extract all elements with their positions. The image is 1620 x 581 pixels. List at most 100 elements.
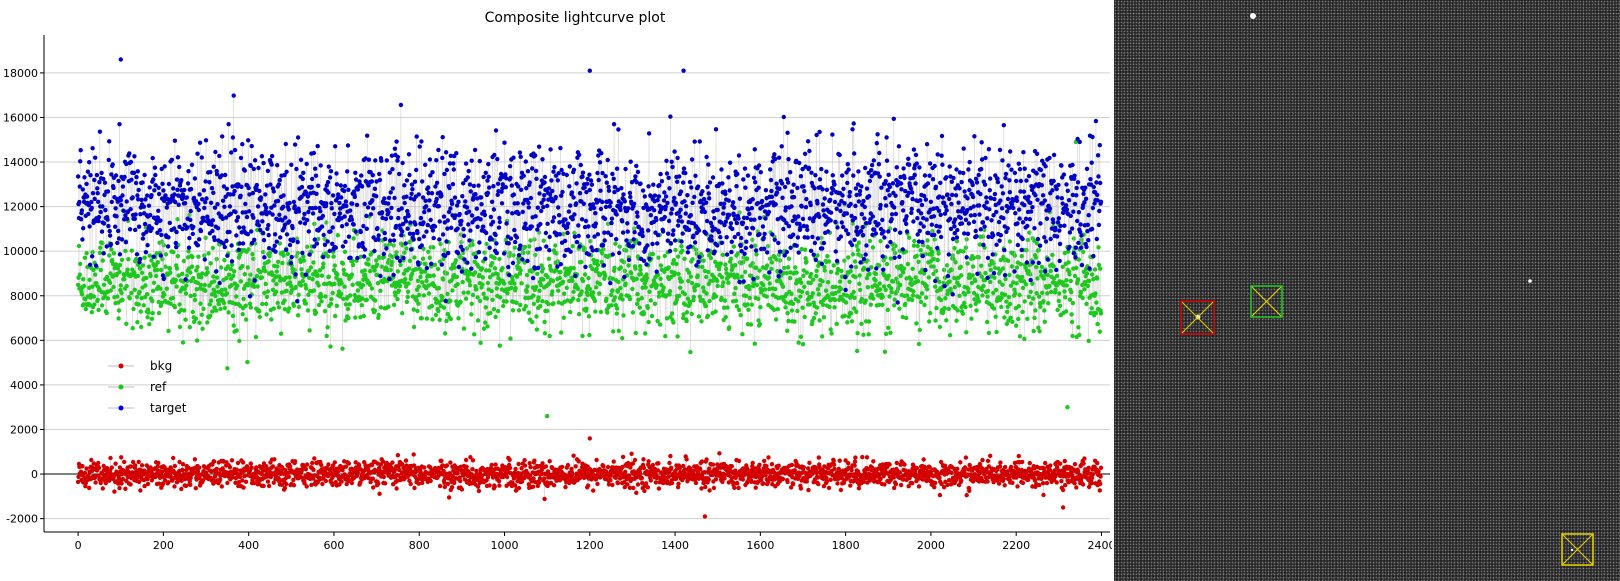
ref-point [134,294,140,300]
ref-point [843,300,849,305]
target-point [1057,228,1062,233]
target-point [1028,277,1033,283]
target-point [883,196,888,201]
target-point [785,180,791,185]
target-point [505,209,510,214]
target-point [328,229,333,234]
target-point [752,147,757,152]
target-point [456,199,461,204]
ref-point [429,303,435,309]
bkg-point [96,465,102,471]
target-point [92,177,97,183]
target-point [207,180,212,185]
target-point [772,152,777,157]
target-point [533,214,538,219]
target-point [329,206,334,211]
target-point [459,218,464,224]
target-point [477,158,482,164]
target-point [633,220,638,226]
target-point [481,224,486,229]
ref-point [918,248,923,253]
target-point [346,234,352,239]
target-point [1005,226,1010,231]
target-point [619,186,624,191]
target-point [489,199,495,204]
target-point [840,224,846,230]
ref-point [1024,248,1029,253]
ref-point [999,304,1004,310]
target-point [1001,216,1006,221]
target-point [931,214,937,219]
ref-point [695,283,701,288]
target-point [620,219,625,224]
ref-point [1038,269,1044,274]
target-point [186,245,192,250]
target-point [362,247,368,252]
target-point [224,238,229,243]
target-point [391,238,397,243]
target-point [618,207,623,213]
target-point [266,223,271,228]
target-point [269,153,275,159]
target-point [143,197,148,202]
target-point [927,161,933,166]
ref-point [859,321,864,326]
target-point [794,243,799,248]
ref-point [550,289,555,294]
ref-point [263,281,268,287]
ref-point [536,295,541,300]
ref-point [510,308,516,313]
ref-point [535,271,540,276]
ref-point [1049,289,1054,295]
target-point [518,187,524,192]
ref-point [869,265,874,270]
lightcurve-chart[interactable]: -200002000400060008000100001200014000160… [0,0,1112,581]
target-point [386,210,391,215]
target-point [851,121,856,126]
target-point [536,144,542,149]
target-point [997,238,1002,243]
target-point [252,158,258,163]
ref-point [815,253,820,258]
target-point [1038,167,1044,173]
target-point [377,177,383,183]
ref-point [1041,276,1047,281]
target-point [516,184,521,189]
target-point [442,171,447,177]
target-point [804,196,809,202]
target-point [802,189,807,194]
target-point [551,215,557,220]
target-point [580,174,585,179]
bkg-point [119,481,124,486]
target-point [159,232,164,238]
ref-point [905,261,911,267]
target-point [213,149,218,155]
ref-point [333,313,338,319]
ref-point [1092,267,1098,272]
target-point [672,195,677,201]
ref-point [832,305,837,310]
target-point [852,215,858,221]
target-point [830,173,835,178]
target-point [713,127,719,132]
target-point [886,229,891,234]
ref-point [750,261,755,266]
target-point [407,172,412,178]
target-point [835,225,840,230]
ref-point [147,322,152,327]
target-point [1066,198,1072,203]
ref-point [853,264,859,270]
target-point [973,228,978,234]
target-point [483,170,488,175]
ref-point [108,288,114,293]
target-point [96,218,101,224]
target-point [473,192,478,197]
target-point [991,271,997,276]
ref-point [332,263,337,268]
target-point [117,252,123,257]
target-point [786,224,792,229]
ref-point [193,316,198,321]
target-point [970,182,975,188]
ref-point [1075,277,1081,282]
target-point [232,188,237,194]
